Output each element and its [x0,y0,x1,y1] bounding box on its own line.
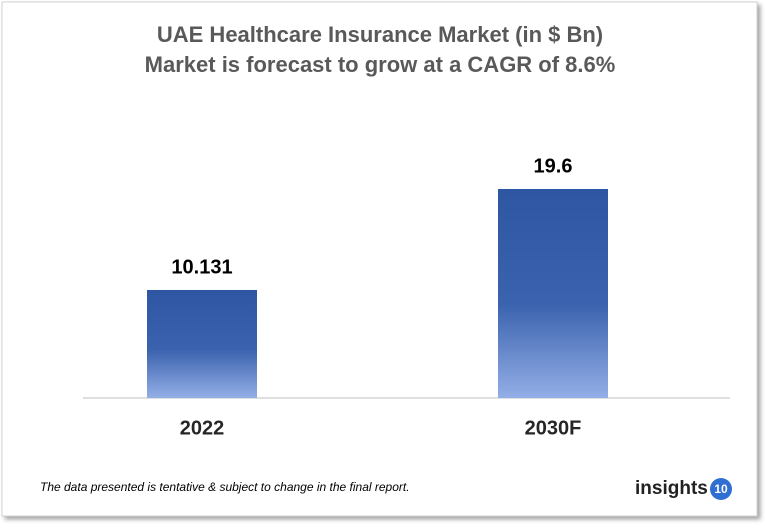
logo-badge [710,478,732,500]
bar [147,289,257,398]
footnote: The data presented is tentative & subjec… [40,480,410,494]
logo-text: insights [635,478,708,499]
chart-title: UAE Healthcare Insurance Market (in $ Bn… [157,22,603,47]
x-tick-label: 2030F [525,417,582,439]
logo-badge-text: 10 [714,482,728,496]
bar [498,189,608,398]
x-tick-label: 2022 [180,417,225,439]
value-label: 10.131 [171,256,232,278]
frame [1,1,758,517]
value-label: 19.6 [534,155,573,177]
chart-subtitle: Market is forecast to grow at a CAGR of … [145,52,616,77]
